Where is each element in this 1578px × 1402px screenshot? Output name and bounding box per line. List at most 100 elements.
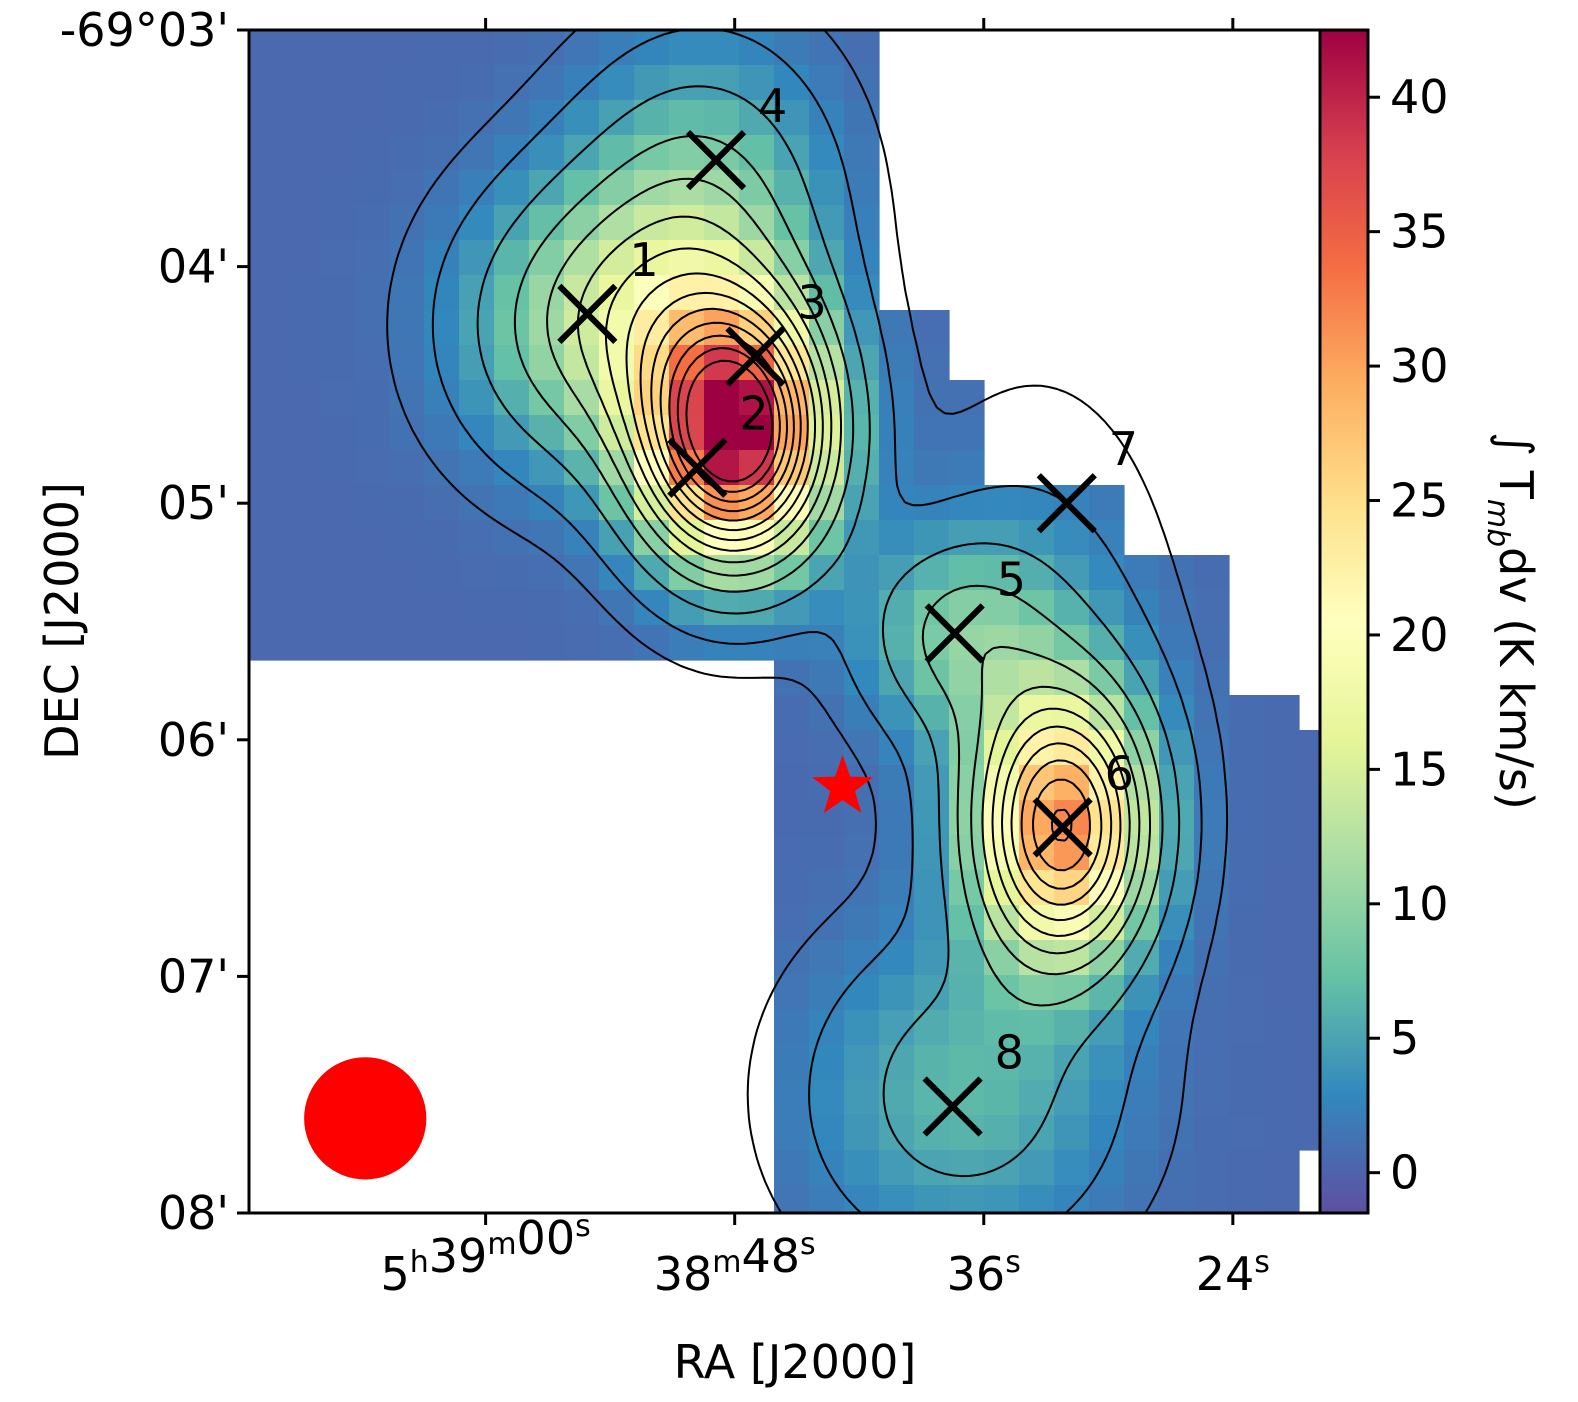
- map-pixel: [529, 520, 565, 556]
- star-marker-group: [812, 755, 874, 813]
- source-label: 4: [758, 79, 787, 133]
- colorbar-tick-label: 25: [1390, 474, 1449, 528]
- map-pixel: [319, 415, 355, 451]
- map-pixel: [1299, 835, 1320, 871]
- map-pixel: [879, 310, 915, 346]
- map-pixel: [914, 450, 950, 486]
- x-tick-label: 38m48s: [654, 1227, 816, 1301]
- map-pixel: [844, 870, 880, 906]
- source-cross-icon: [924, 603, 985, 664]
- map-pixel: [879, 905, 915, 941]
- map-pixel: [354, 65, 390, 101]
- map-pixel: [844, 1150, 880, 1186]
- map-pixel: [809, 835, 845, 871]
- map-pixel: [284, 520, 320, 556]
- map-pixel: [809, 660, 845, 696]
- map-pixel: [1194, 1185, 1230, 1213]
- map-pixel: [1124, 765, 1160, 801]
- map-pixel: [1054, 590, 1090, 626]
- map-pixel: [1089, 975, 1125, 1011]
- map-pixel: [319, 380, 355, 416]
- map-pixel: [564, 590, 600, 626]
- map-pixel: [774, 30, 810, 66]
- x-tick-label: 5h39m00s: [380, 1209, 590, 1301]
- map-pixel: [319, 100, 355, 136]
- map-pixel: [809, 345, 845, 381]
- map-pixel: [1299, 905, 1320, 941]
- map-pixel: [1194, 590, 1230, 626]
- map-pixel: [809, 205, 845, 241]
- map-pixel: [844, 415, 880, 451]
- map-pixel: [984, 555, 1020, 591]
- map-pixel: [984, 520, 1020, 556]
- map-pixel: [949, 800, 985, 836]
- map-pixel: [494, 30, 530, 66]
- source-marker-1: 1: [557, 233, 659, 345]
- map-pixel: [1159, 1185, 1195, 1213]
- map-pixel: [599, 345, 635, 381]
- map-pixel: [319, 275, 355, 311]
- map-pixel: [914, 940, 950, 976]
- source-marker-7: 7: [1036, 422, 1138, 534]
- contour-level: [576, 215, 1141, 955]
- map-pixel: [319, 520, 355, 556]
- map-pixel: [249, 310, 285, 346]
- map-pixel: [459, 450, 495, 486]
- map-pixel: [529, 450, 565, 486]
- map-pixel: [1159, 800, 1195, 836]
- map-pixel: [1194, 1150, 1230, 1186]
- map-pixel: [844, 660, 880, 696]
- map-pixel: [1194, 800, 1230, 836]
- source-markers: 1 2 3 4 5 6 7 8: [557, 79, 1138, 1137]
- map-pixel: [599, 625, 635, 661]
- map-pixel: [494, 310, 530, 346]
- map-pixel: [249, 275, 285, 311]
- contour-level: [386, 30, 1229, 1213]
- map-pixel: [389, 625, 425, 661]
- map-pixel: [389, 170, 425, 206]
- map-pixel: [844, 135, 880, 171]
- map-pixel: [529, 555, 565, 591]
- map-pixel: [634, 625, 670, 661]
- map-pixel: [1194, 1080, 1230, 1116]
- map-pixel: [459, 380, 495, 416]
- map-pixel: [459, 135, 495, 171]
- map-pixel: [354, 345, 390, 381]
- colorbar-tick-label: 30: [1390, 339, 1449, 393]
- map-pixel: [669, 65, 705, 101]
- map-pixel: [1124, 625, 1160, 661]
- map-pixel: [1159, 870, 1195, 906]
- map-pixel: [284, 240, 320, 276]
- map-pixel: [1229, 730, 1265, 766]
- map-pixel: [1089, 905, 1125, 941]
- map-pixel: [1124, 1115, 1160, 1151]
- map-pixel: [1194, 1010, 1230, 1046]
- map-pixel: [1054, 625, 1090, 661]
- map-pixel: [494, 380, 530, 416]
- map-pixel: [914, 555, 950, 591]
- map-pixel: [704, 65, 740, 101]
- map-pixel: [879, 1010, 915, 1046]
- map-pixel: [494, 590, 530, 626]
- map-pixel: [1019, 1185, 1055, 1213]
- map-pixel: [984, 1185, 1020, 1213]
- map-pixel: [284, 205, 320, 241]
- map-pixel: [844, 1045, 880, 1081]
- map-pixel: [984, 1010, 1020, 1046]
- map-pixel: [844, 1010, 880, 1046]
- map-pixel: [1089, 485, 1125, 521]
- map-pixel: [1264, 905, 1300, 941]
- colorbar-tick-label: 20: [1390, 608, 1449, 662]
- map-pixel: [774, 905, 810, 941]
- map-pixel: [809, 1010, 845, 1046]
- map-pixel: [389, 485, 425, 521]
- map-pixel: [564, 65, 600, 101]
- map-pixel: [1019, 660, 1055, 696]
- map-pixel: [1089, 660, 1125, 696]
- map-pixel: [1299, 870, 1320, 906]
- contour-level: [650, 307, 1103, 890]
- map-pixel: [914, 1115, 950, 1151]
- map-pixel: [1299, 1045, 1320, 1081]
- map-pixel: [319, 555, 355, 591]
- map-pixel: [1054, 1045, 1090, 1081]
